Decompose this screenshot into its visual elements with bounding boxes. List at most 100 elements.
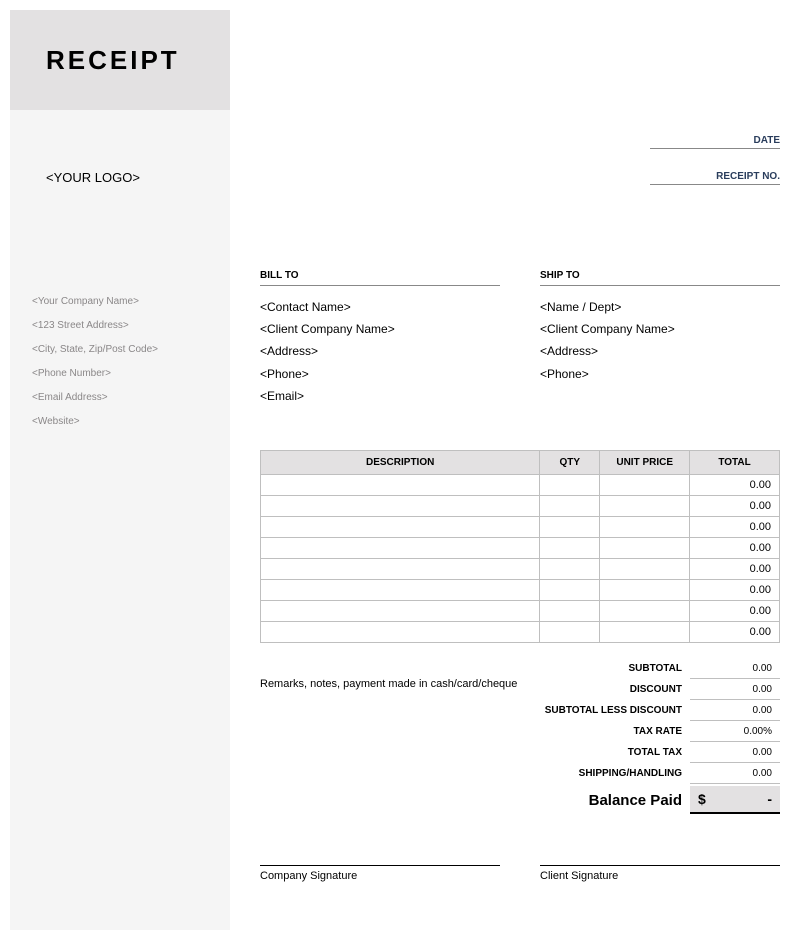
- subtotal-label: SUBTOTAL: [510, 663, 690, 674]
- logo-placeholder: <YOUR LOGO>: [46, 170, 140, 185]
- table-cell-unit_price: [600, 517, 690, 538]
- company-website: <Website>: [32, 410, 158, 434]
- table-row: 0.00: [261, 622, 780, 643]
- table-cell-unit_price: [600, 538, 690, 559]
- company-email: <Email Address>: [32, 386, 158, 410]
- table-cell-unit_price: [600, 580, 690, 601]
- table-cell-qty: [540, 580, 600, 601]
- table-cell-qty: [540, 517, 600, 538]
- subtotal-value: 0.00: [690, 658, 780, 679]
- table-cell-unit_price: [600, 475, 690, 496]
- table-row: 0.00: [261, 475, 780, 496]
- table-cell-description: [261, 622, 540, 643]
- summary-subtotal: SUBTOTAL 0.00: [510, 658, 780, 679]
- table-row: 0.00: [261, 496, 780, 517]
- shipping-value: 0.00: [690, 763, 780, 784]
- total-tax-value: 0.00: [690, 742, 780, 763]
- ship-name-dept: <Name / Dept>: [540, 296, 780, 318]
- bill-to-label: BILL TO: [260, 270, 500, 286]
- subtotal-less-discount-label: SUBTOTAL LESS DISCOUNT: [510, 705, 690, 716]
- client-signature-label: Client Signature: [540, 865, 780, 882]
- subtotal-less-discount-value: 0.00: [690, 700, 780, 721]
- table-row: 0.00: [261, 559, 780, 580]
- balance-currency: $: [698, 791, 706, 807]
- shipping-label: SHIPPING/HANDLING: [510, 768, 690, 779]
- company-info: <Your Company Name> <123 Street Address>…: [32, 290, 158, 434]
- discount-label: DISCOUNT: [510, 684, 690, 695]
- meta-block: DATE RECEIPT NO.: [650, 135, 780, 207]
- table-cell-unit_price: [600, 559, 690, 580]
- header-box: RECEIPT: [10, 10, 230, 110]
- col-unit-price: UNIT PRICE: [600, 451, 690, 475]
- table-cell-description: [261, 517, 540, 538]
- table-cell-unit_price: [600, 496, 690, 517]
- total-tax-label: TOTAL TAX: [510, 747, 690, 758]
- table-cell-qty: [540, 496, 600, 517]
- table-row: 0.00: [261, 538, 780, 559]
- table-cell-qty: [540, 559, 600, 580]
- table-cell-total: 0.00: [690, 559, 780, 580]
- summary-shipping: SHIPPING/HANDLING 0.00: [510, 763, 780, 784]
- signatures-row: Company Signature Client Signature: [260, 865, 780, 882]
- table-cell-description: [261, 580, 540, 601]
- ship-to-label: SHIP TO: [540, 270, 780, 286]
- bill-company: <Client Company Name>: [260, 318, 500, 340]
- col-total: TOTAL: [690, 451, 780, 475]
- ship-phone: <Phone>: [540, 363, 780, 385]
- table-cell-total: 0.00: [690, 538, 780, 559]
- summary-total-tax: TOTAL TAX 0.00: [510, 742, 780, 763]
- receipt-no-label: RECEIPT NO.: [650, 171, 780, 185]
- table-cell-total: 0.00: [690, 580, 780, 601]
- balance-value: $ -: [690, 786, 780, 814]
- table-cell-qty: [540, 538, 600, 559]
- table-cell-description: [261, 496, 540, 517]
- table-cell-total: 0.00: [690, 475, 780, 496]
- items-table: DESCRIPTION QTY UNIT PRICE TOTAL 0.000.0…: [260, 450, 780, 643]
- balance-row: Balance Paid $ -: [510, 786, 780, 814]
- table-row: 0.00: [261, 580, 780, 601]
- company-phone: <Phone Number>: [32, 362, 158, 386]
- table-row: 0.00: [261, 601, 780, 622]
- table-cell-description: [261, 538, 540, 559]
- discount-value: 0.00: [690, 679, 780, 700]
- table-cell-total: 0.00: [690, 517, 780, 538]
- table-cell-qty: [540, 601, 600, 622]
- table-cell-qty: [540, 622, 600, 643]
- receipt-title: RECEIPT: [46, 45, 180, 76]
- remarks-text: Remarks, notes, payment made in cash/car…: [260, 678, 517, 690]
- summary-discount: DISCOUNT 0.00: [510, 679, 780, 700]
- company-signature-col: Company Signature: [260, 865, 500, 882]
- balance-label: Balance Paid: [510, 792, 690, 809]
- company-name: <Your Company Name>: [32, 290, 158, 314]
- company-address: <123 Street Address>: [32, 314, 158, 338]
- bill-phone: <Phone>: [260, 363, 500, 385]
- bill-to-section: BILL TO <Contact Name> <Client Company N…: [260, 270, 500, 407]
- balance-amount: -: [706, 791, 772, 807]
- bill-ship-row: BILL TO <Contact Name> <Client Company N…: [260, 270, 780, 407]
- receipt-page: RECEIPT <YOUR LOGO> <Your Company Name> …: [10, 10, 790, 930]
- ship-company: <Client Company Name>: [540, 318, 780, 340]
- table-row: 0.00: [261, 517, 780, 538]
- summary-tax-rate: TAX RATE 0.00%: [510, 721, 780, 742]
- tax-rate-value: 0.00%: [690, 721, 780, 742]
- company-signature-label: Company Signature: [260, 865, 500, 882]
- summary-block: SUBTOTAL 0.00 DISCOUNT 0.00 SUBTOTAL LES…: [510, 658, 780, 814]
- table-cell-unit_price: [600, 601, 690, 622]
- client-signature-col: Client Signature: [540, 865, 780, 882]
- table-cell-qty: [540, 475, 600, 496]
- ship-address: <Address>: [540, 340, 780, 362]
- ship-to-section: SHIP TO <Name / Dept> <Client Company Na…: [540, 270, 780, 407]
- table-cell-total: 0.00: [690, 601, 780, 622]
- company-city-state-zip: <City, State, Zip/Post Code>: [32, 338, 158, 362]
- table-cell-description: [261, 601, 540, 622]
- date-label: DATE: [650, 135, 780, 149]
- table-cell-total: 0.00: [690, 622, 780, 643]
- bill-email: <Email>: [260, 385, 500, 407]
- bill-contact: <Contact Name>: [260, 296, 500, 318]
- bill-address: <Address>: [260, 340, 500, 362]
- table-cell-total: 0.00: [690, 496, 780, 517]
- sidebar: [10, 10, 230, 930]
- table-cell-description: [261, 475, 540, 496]
- summary-subtotal-less-discount: SUBTOTAL LESS DISCOUNT 0.00: [510, 700, 780, 721]
- table-cell-description: [261, 559, 540, 580]
